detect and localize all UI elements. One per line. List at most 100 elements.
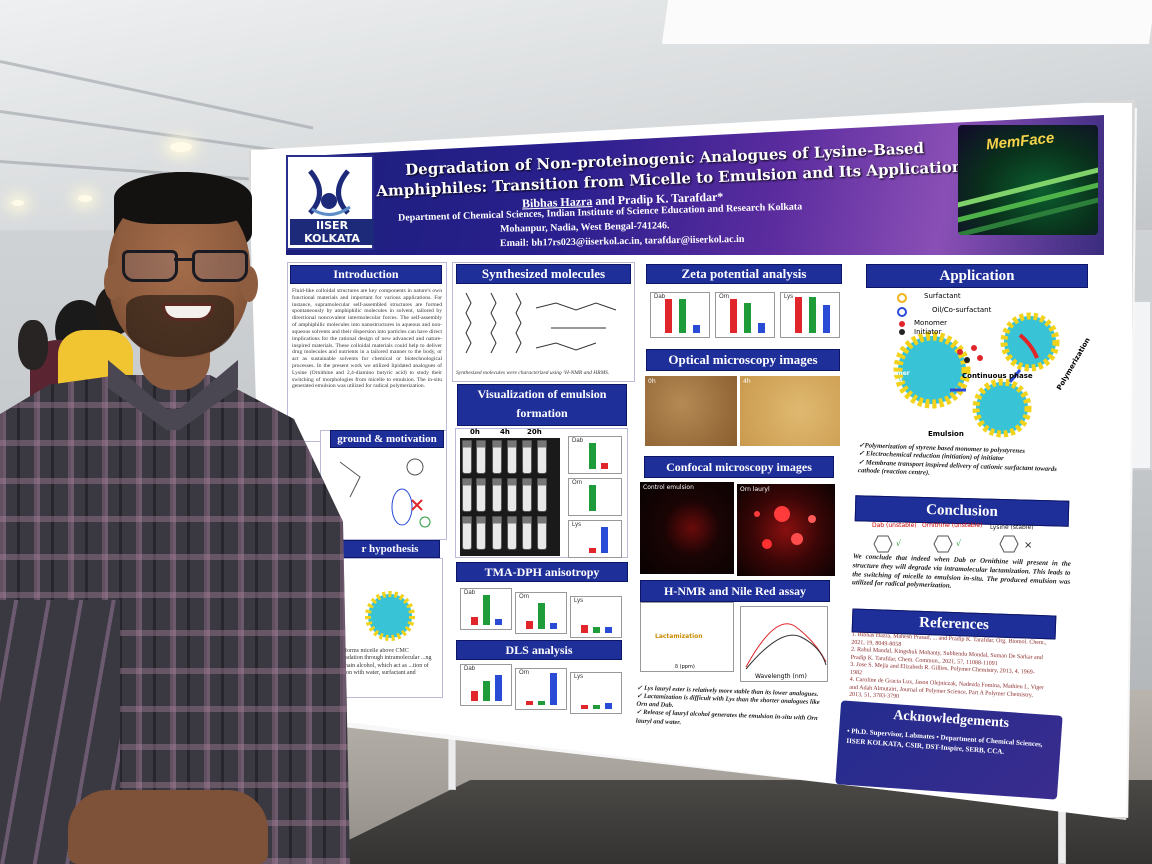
chart-bar — [589, 443, 596, 469]
visualization-heading-line2: formation — [516, 406, 568, 420]
confocal-label-orn: Orn lauryl — [740, 486, 770, 493]
svg-text:√: √ — [956, 539, 962, 548]
nmr-heading: H-NMR and Nile Red assay — [640, 580, 830, 602]
chart-bar — [795, 297, 802, 333]
vial — [522, 516, 532, 550]
vial — [537, 516, 547, 550]
chart-bar — [471, 617, 478, 625]
chart-bar — [581, 705, 588, 709]
logo-text: IISER KOLKATA — [290, 219, 374, 245]
conclusion-text: We conclude that indeed when Dab or Orni… — [851, 552, 1071, 590]
molecule-structures-icon — [465, 292, 617, 354]
introduction-panel — [287, 262, 447, 442]
chart-label: Lys — [572, 522, 582, 528]
glasses-lens — [192, 250, 248, 282]
chart-label: Dab — [464, 590, 476, 596]
memface-label: MemFace — [985, 129, 1056, 154]
chart-label: Lys — [574, 598, 584, 604]
chart-bar — [495, 619, 502, 625]
chart-bar — [526, 621, 533, 629]
svg-text:×: × — [1024, 540, 1032, 551]
label-continuous-phase: Continuous phase — [962, 372, 1033, 380]
application-bullets: ✓Polymerization of styrene based monomer… — [857, 442, 1081, 502]
vial — [492, 440, 502, 474]
dls-chart-dab: Dab — [460, 664, 512, 706]
background-scheme-icon — [339, 458, 431, 528]
confocal-droplets-icon — [754, 506, 816, 549]
zeta-chart-lys: Lys — [780, 292, 840, 338]
dls-heading: DLS analysis — [456, 640, 622, 660]
vial — [492, 516, 502, 550]
optical-heading: Optical microscopy images — [646, 349, 840, 371]
visualization-chart-orn: Orn — [568, 478, 622, 516]
vial — [507, 440, 517, 474]
dls-chart-orn: Orn — [515, 668, 567, 710]
micelle-icon — [365, 591, 415, 641]
chart-bar — [593, 627, 600, 633]
visualization-heading-line1: Visualization of emulsion — [477, 387, 607, 401]
legend-monomer: Monomer — [914, 319, 948, 327]
vial — [476, 516, 486, 550]
tma-chart-dab: Dab — [460, 588, 512, 630]
vial — [476, 440, 486, 474]
chart-bar — [809, 297, 816, 333]
label-monomer-droplet: Monomer droplet — [878, 370, 910, 384]
vial — [476, 478, 486, 512]
chart-bar — [601, 463, 608, 469]
tma-chart-orn: Orn — [515, 592, 567, 634]
tma-chart-lys: Lys — [570, 596, 622, 638]
background-person — [18, 320, 48, 370]
zeta-heading: Zeta potential analysis — [646, 264, 842, 284]
chart-label: Dab — [654, 294, 666, 300]
chart-bar — [593, 705, 600, 709]
person-ear — [104, 264, 122, 300]
chart-bar — [601, 527, 608, 553]
vial — [507, 478, 517, 512]
optical-label-4h: 4h — [743, 378, 751, 385]
chart-bar — [730, 299, 737, 333]
synthesized-heading: Synthesized molecules — [456, 264, 631, 284]
email-label: Email: — [499, 237, 530, 250]
vial-time-label: 20h — [527, 428, 542, 436]
tma-heading: TMA-DPH anisotropy — [456, 562, 628, 582]
chart-label: Dab — [464, 666, 476, 672]
confocal-image-control — [640, 482, 734, 574]
chart-bar — [538, 603, 545, 629]
chart-bar — [665, 299, 672, 333]
chart-bar — [483, 681, 490, 701]
chart-label: Orn — [572, 480, 583, 486]
chart-bar — [605, 627, 612, 633]
chart-bar — [495, 675, 502, 701]
glasses-icon — [122, 250, 250, 284]
chart-bar — [679, 299, 686, 333]
application-scheme-icon — [893, 293, 1060, 438]
chart-label: Lys — [574, 674, 584, 680]
ceiling-light — [78, 195, 92, 202]
vial — [462, 440, 472, 474]
synthesized-caption: Synthesized molecules were characterized… — [456, 370, 610, 376]
vial — [522, 440, 532, 474]
vial — [522, 478, 532, 512]
vial-time-label: 4h — [500, 428, 510, 436]
acknowledgements-box: Acknowledgements • Ph.D. Supervisor, Lab… — [835, 700, 1063, 800]
vial-time-label: 0h — [470, 428, 480, 436]
nile-red-spectrum: Wavelength (nm) — [740, 606, 828, 682]
background-heading: ground & motivation — [330, 430, 444, 448]
chart-bar — [758, 323, 765, 333]
chart-bar — [538, 701, 545, 705]
wavelength-label: Wavelength (nm) — [755, 673, 807, 680]
dna-logo-icon — [308, 169, 351, 216]
legend-surfactant: Surfactant — [924, 292, 961, 300]
glasses-lens — [122, 250, 178, 282]
confocal-label-control: Control emulsion — [643, 484, 694, 491]
label-emulsion: Emulsion — [928, 430, 964, 438]
confocal-heading: Confocal microscopy images — [644, 456, 834, 478]
confocal-image-orn — [737, 484, 835, 576]
application-heading: Application — [866, 264, 1088, 288]
chart-bar — [605, 703, 612, 709]
conclusion-label-orn: Ornithine (unstable) — [922, 522, 983, 529]
conclusion-label-dab: Dab (unstable) — [872, 522, 917, 529]
nmr-bullets: ✓ Lys lauryl ester is relatively more st… — [635, 685, 831, 752]
legend-initiator: Initiator — [914, 328, 942, 336]
vial — [462, 478, 472, 512]
